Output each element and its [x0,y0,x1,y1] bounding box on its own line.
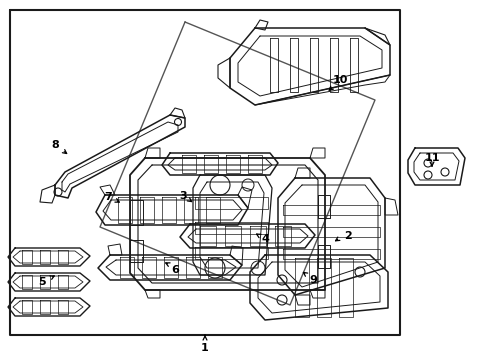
Text: 6: 6 [171,265,179,275]
Text: 10: 10 [332,75,347,85]
Text: 8: 8 [51,140,59,150]
Text: 3: 3 [179,191,186,201]
Text: 7: 7 [104,192,112,202]
Text: 1: 1 [201,343,208,353]
Text: 5: 5 [38,277,46,287]
Text: 4: 4 [261,234,268,244]
Text: 9: 9 [308,275,316,285]
Text: 11: 11 [424,153,439,163]
Text: 2: 2 [344,231,351,241]
